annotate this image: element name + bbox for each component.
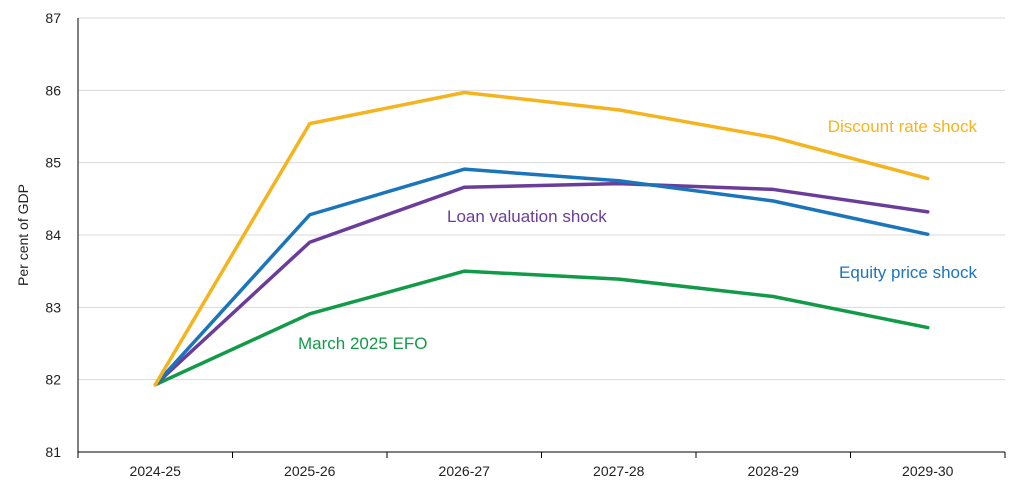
y-tick-label: 85 (45, 155, 61, 171)
series-lines (153, 90, 930, 387)
series-label-equity-price-shock: Equity price shock (839, 263, 977, 282)
x-tick-label: 2029-30 (902, 463, 954, 479)
y-tick-label: 83 (45, 299, 61, 315)
y-tick-label: 87 (45, 10, 61, 26)
x-tick-label: 2024-25 (130, 463, 182, 479)
y-tick-label: 82 (45, 372, 61, 388)
x-axis-ticks (77, 452, 1006, 458)
x-tick-label: 2026-27 (439, 463, 491, 479)
x-axis-tick-labels: 2024-25 2025-26 2026-27 2027-28 2028-29 2029-… (130, 463, 954, 479)
series-label-discount-rate-shock: Discount rate shock (828, 117, 978, 136)
y-axis-tick-labels: 81 82 83 84 85 86 87 (45, 10, 61, 460)
y-tick-label: 84 (45, 227, 61, 243)
series-line-discount-rate-shock (153, 90, 930, 387)
series-line-march-2025-efo (153, 269, 930, 387)
series-label-march-2025-efo: March 2025 EFO (298, 334, 427, 353)
x-tick-label: 2025-26 (284, 463, 336, 479)
series-line-equity-price-shock (153, 167, 930, 387)
series-line-loan-valuation-shock (153, 181, 930, 387)
x-tick-label: 2027-28 (593, 463, 645, 479)
series-labels: Discount rate shock Equity price shock L… (298, 117, 977, 353)
series-label-loan-valuation-shock: Loan valuation shock (447, 207, 607, 226)
y-tick-label: 81 (45, 444, 61, 460)
x-tick-label: 2028-29 (748, 463, 800, 479)
y-tick-label: 86 (45, 82, 61, 98)
gridlines (78, 17, 1005, 381)
y-axis-title: Per cent of GDP (15, 184, 31, 286)
